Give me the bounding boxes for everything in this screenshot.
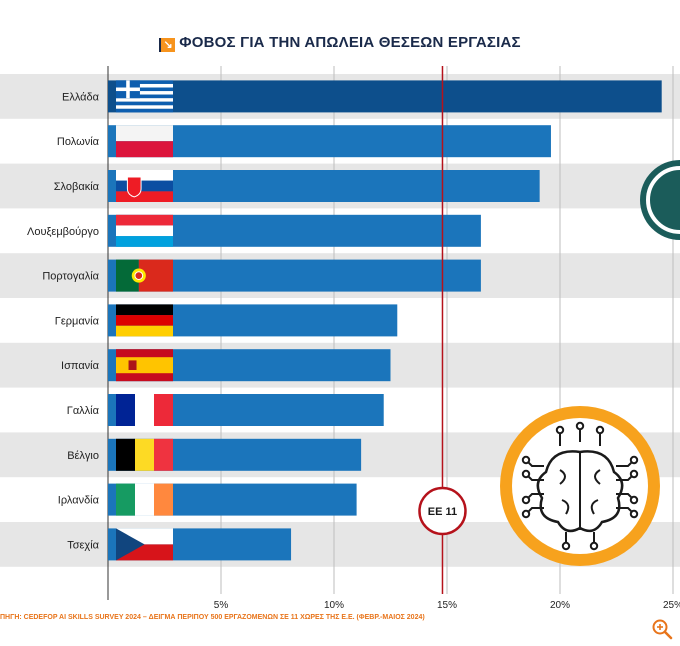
chart-title: ↘ ΦΟΒΟΣ ΓΙΑ ΤΗΝ ΑΠΩΛΕΙΑ ΘΕΣΕΩΝ ΕΡΓΑΣΙΑΣ xyxy=(0,34,680,52)
reference-line-group: ΕΕ 11 xyxy=(418,66,467,594)
category-label: Πορτογαλία xyxy=(42,271,99,283)
flag-lu xyxy=(116,214,173,247)
reference-badge xyxy=(418,486,467,536)
category-label: Ισπανία xyxy=(61,360,100,372)
zoom-in-icon[interactable] xyxy=(651,618,673,640)
category-label: Βέλγιο xyxy=(67,450,99,462)
source-note: ΠΗΓΗ: CEDEFOP AI SKILLS SURVEY 2024 – ΔΕ… xyxy=(0,614,425,621)
flag-pl xyxy=(116,125,173,158)
category-label: Σλοβακία xyxy=(54,181,100,193)
category-label: Ιρλανδία xyxy=(58,495,100,507)
flag-gr xyxy=(116,80,173,113)
x-tick-label: 25% xyxy=(663,600,680,611)
flag-sk xyxy=(116,170,173,202)
flags xyxy=(116,80,173,561)
category-label: Γερμανία xyxy=(55,315,100,327)
flag-fr xyxy=(116,394,173,426)
bar xyxy=(108,80,662,113)
chart-title-text: ΦΟΒΟΣ ΓΙΑ ΤΗΝ ΑΠΩΛΕΙΑ ΘΕΣΕΩΝ ΕΡΓΑΣΙΑΣ xyxy=(179,34,521,51)
bar xyxy=(108,170,540,202)
flag-es xyxy=(116,349,173,382)
category-labels: Ελλάδα Πολωνία Σλοβακία Λουξεμβούργο Πορτογα… xyxy=(27,91,100,551)
flag-be xyxy=(116,438,173,471)
flag-cz xyxy=(116,528,173,561)
reference-label: ΕΕ 11 xyxy=(428,506,457,518)
flag-ie xyxy=(116,483,173,516)
x-tick-label: 20% xyxy=(550,600,570,611)
category-label: Γαλλία xyxy=(67,405,100,417)
edge-decoration xyxy=(640,160,680,240)
category-label: Ελλάδα xyxy=(62,91,100,103)
flag-de xyxy=(116,304,173,337)
x-tick-label: 15% xyxy=(437,600,457,611)
bar xyxy=(108,125,551,158)
category-label: Τσεχία xyxy=(67,539,99,551)
x-tick-label: 10% xyxy=(324,600,344,611)
flag-pt xyxy=(116,259,173,292)
x-tick-labels: 5% 10% 15% 20% 25% xyxy=(214,600,680,611)
x-tick-label: 5% xyxy=(214,600,229,611)
category-label: Πολωνία xyxy=(57,136,100,148)
category-label: Λουξεμβούργο xyxy=(27,226,99,238)
arrow-icon: ↘ xyxy=(159,38,176,52)
brain-circuit-icon xyxy=(500,406,660,566)
